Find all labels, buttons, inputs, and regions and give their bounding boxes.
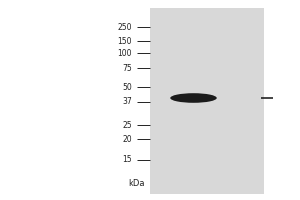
Bar bbox=[150, 8, 264, 194]
Text: kDa: kDa bbox=[128, 180, 145, 188]
Text: 100: 100 bbox=[118, 48, 132, 58]
Text: 150: 150 bbox=[118, 36, 132, 46]
Text: 37: 37 bbox=[122, 98, 132, 106]
Text: 15: 15 bbox=[122, 156, 132, 164]
Ellipse shape bbox=[170, 93, 217, 103]
Text: 250: 250 bbox=[118, 22, 132, 31]
Text: 25: 25 bbox=[122, 120, 132, 130]
Text: 50: 50 bbox=[122, 83, 132, 92]
Text: 20: 20 bbox=[122, 134, 132, 144]
Text: 75: 75 bbox=[122, 64, 132, 73]
